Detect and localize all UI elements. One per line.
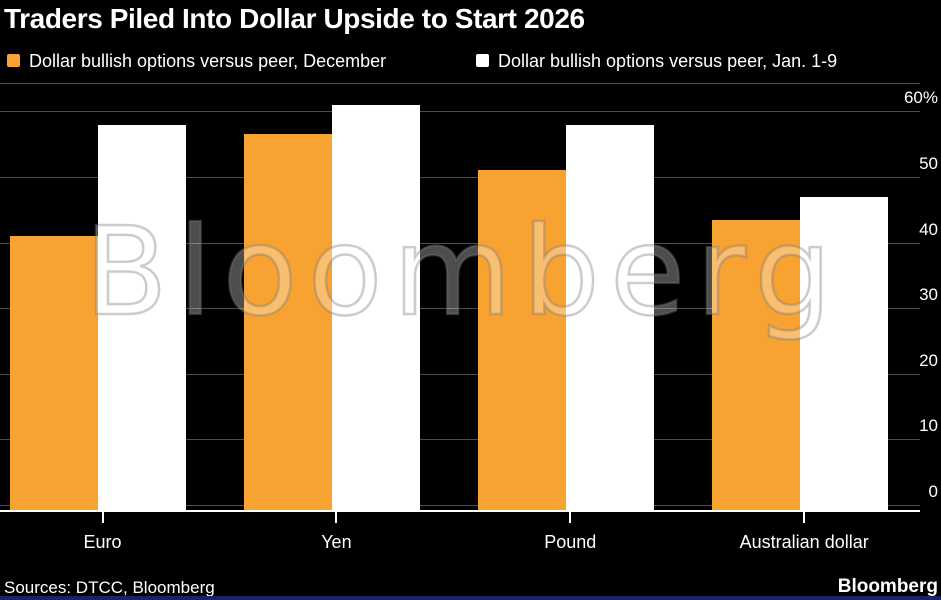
chart-title: Traders Piled Into Dollar Upside to Star… [4,3,585,34]
gridline-0 [0,505,920,506]
bar-euro-december [10,236,98,510]
bar-yen-december [243,134,332,510]
bloomberg-logo: Bloomberg [837,576,938,597]
x-axis-label-yen: Yen [321,532,352,552]
legend-swatch-december [7,54,20,67]
gridline-10 [0,439,920,441]
y-axis-label-50: 50 [919,154,938,173]
gridline-50 [0,177,920,178]
legend-label-december: Dollar bullish options versus peer, Dece… [29,51,387,71]
y-axis-label-30: 30 [919,285,938,305]
x-axis-label-australian-dollar: Australian dollar [739,532,869,552]
gridline-30 [0,308,920,310]
gridline-60 [0,111,920,113]
brand-blue-strip [0,596,941,600]
y-axis-label-40: 40 [919,219,938,239]
y-axis-label-0: 0 [928,482,938,501]
bar-euro-jan [98,124,186,510]
bar-pound-jan [565,124,654,510]
y-axis-label-60: 60% [903,88,938,108]
bar-australian-dollar-jan [799,196,888,510]
x-axis-label-pound: Pound [544,532,597,552]
x-axis-tick-euro [101,512,104,523]
bar-pound-december [477,170,566,510]
y-axis-label-20: 20 [919,350,938,370]
gridline-20 [0,373,920,375]
y-axis-label-10: 10 [919,416,938,436]
x-axis-tick-pound [569,512,572,523]
x-axis-tick-yen [335,512,338,523]
legend-swatch-jan [476,54,489,67]
sources-note: Sources: DTCC, Bloomberg [4,578,215,597]
bar-yen-jan [331,104,420,510]
legend-label-jan: Dollar bullish options versus peer, Jan.… [498,51,838,71]
x-axis-tick-australian-dollar [803,512,806,523]
x-axis-label-euro: Euro [83,532,122,552]
bar-australian-dollar-december [711,219,800,510]
plot-top-line [0,83,920,84]
x-axis-line [0,510,920,512]
gridline-40 [0,242,920,244]
